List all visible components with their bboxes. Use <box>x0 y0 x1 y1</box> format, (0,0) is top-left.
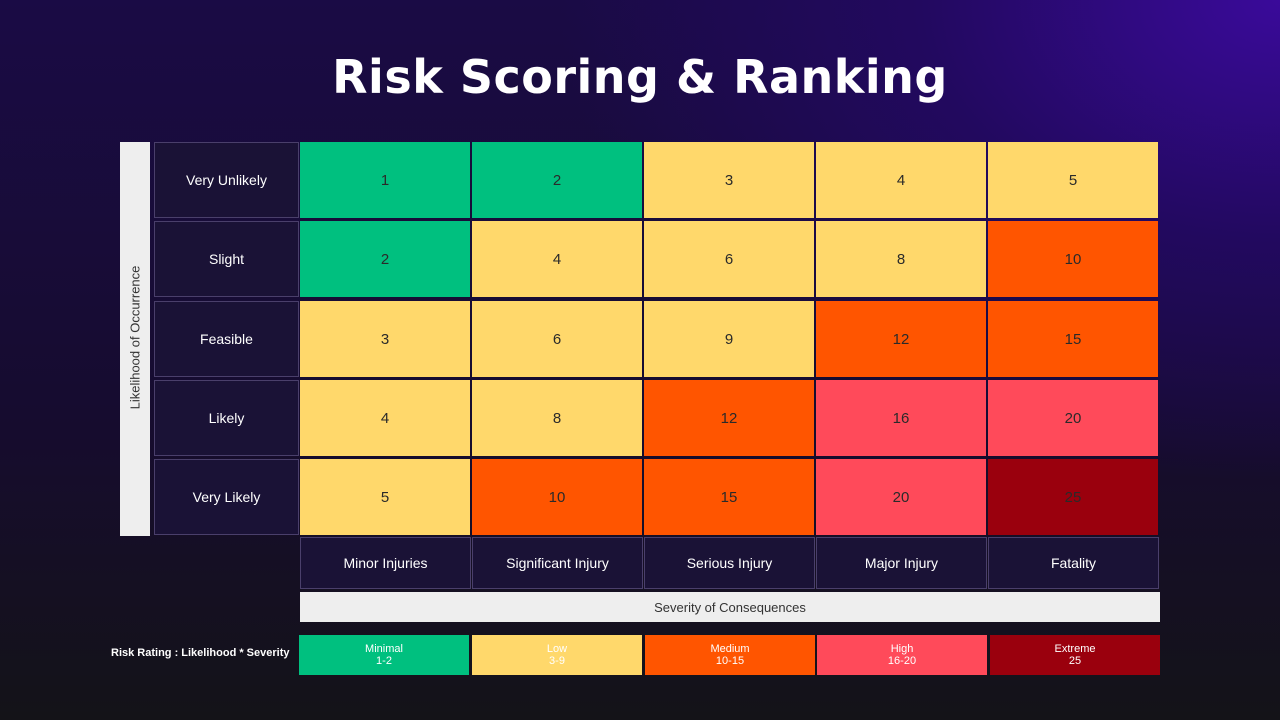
legend-item-name: Low <box>546 643 568 655</box>
matrix-cell: 1 <box>300 142 470 218</box>
row-label: Very Unlikely <box>154 142 299 218</box>
legend-item-range: 16-20 <box>887 655 917 667</box>
column-label: Fatality <box>988 537 1159 589</box>
matrix-cell: 20 <box>816 459 986 535</box>
row-label: Very Likely <box>154 459 299 535</box>
y-axis-label: Likelihood of Occurrence <box>127 265 143 410</box>
legend-item-range: 1-2 <box>376 655 392 667</box>
matrix-cell: 3 <box>644 142 814 218</box>
matrix-cell: 5 <box>300 459 470 535</box>
matrix-cell: 5 <box>988 142 1158 218</box>
matrix-cell: 2 <box>300 221 470 297</box>
legend-item: High 16-20 <box>817 635 987 675</box>
matrix-cell: 10 <box>472 459 642 535</box>
matrix-cell: 6 <box>472 301 642 377</box>
legend-item-range: 10-15 <box>715 655 745 667</box>
column-label: Major Injury <box>816 537 987 589</box>
matrix-cell: 20 <box>988 380 1158 456</box>
matrix-cell: 12 <box>816 301 986 377</box>
matrix-cell: 4 <box>300 380 470 456</box>
matrix-cell: 4 <box>472 221 642 297</box>
legend-item-range: 25 <box>1068 655 1082 667</box>
matrix-cell: 3 <box>300 301 470 377</box>
row-label: Slight <box>154 221 299 297</box>
page-title: Risk Scoring & Ranking <box>332 50 948 104</box>
legend-item-name: Minimal <box>365 643 403 655</box>
matrix-cell: 16 <box>816 380 986 456</box>
legend-item: Minimal 1-2 <box>299 635 469 675</box>
legend-item-name: Extreme <box>1054 643 1096 655</box>
legend-item: Extreme 25 <box>990 635 1160 675</box>
matrix-cell: 10 <box>988 221 1158 297</box>
legend-item: Low 3-9 <box>472 635 642 675</box>
legend-item-name: Medium <box>710 643 750 655</box>
matrix-cell: 9 <box>644 301 814 377</box>
matrix-cell: 8 <box>472 380 642 456</box>
row-label: Likely <box>154 380 299 456</box>
legend-title: Risk Rating : Likelihood * Severity <box>111 647 290 659</box>
y-axis-label-bar: Likelihood of Occurrence <box>120 142 150 536</box>
legend-item-range: 3-9 <box>549 655 565 667</box>
matrix-cell: 8 <box>816 221 986 297</box>
row-label: Feasible <box>154 301 299 377</box>
legend-item: Medium 10-15 <box>645 635 815 675</box>
legend-item-name: High <box>890 643 914 655</box>
column-label: Significant Injury <box>472 537 643 589</box>
column-label: Serious Injury <box>644 537 815 589</box>
matrix-cell: 2 <box>472 142 642 218</box>
column-label: Minor Injuries <box>300 537 471 589</box>
matrix-cell: 15 <box>988 301 1158 377</box>
matrix-cell: 12 <box>644 380 814 456</box>
x-axis-label: Severity of Consequences <box>300 592 1160 622</box>
matrix-cell: 25 <box>988 459 1158 535</box>
matrix-cell: 6 <box>644 221 814 297</box>
matrix-cell: 15 <box>644 459 814 535</box>
matrix-cell: 4 <box>816 142 986 218</box>
